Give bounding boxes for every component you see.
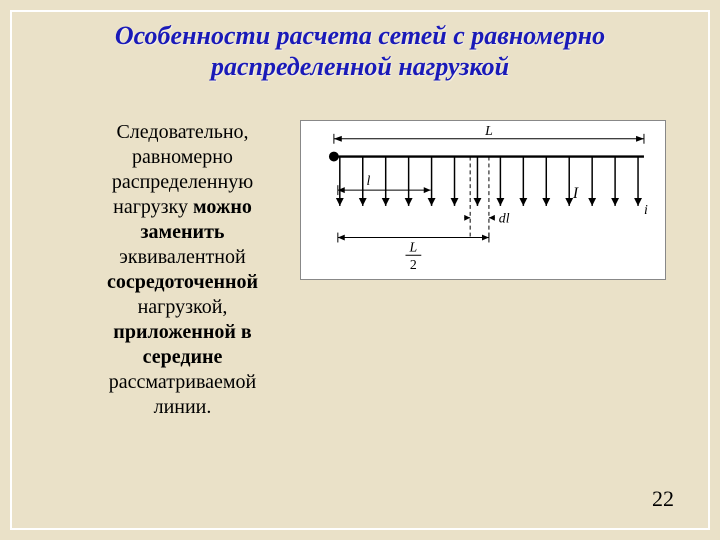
svg-text:L: L xyxy=(409,239,418,254)
diagram-svg: Ll L 2 dl Ii xyxy=(301,121,665,279)
text-bold: приложенной в середине xyxy=(113,321,251,368)
load-diagram: Ll L 2 dl Ii xyxy=(300,120,666,280)
text-run: нагрузкой, xyxy=(138,296,228,318)
slide: Особенности расчета сетей с равномерно р… xyxy=(0,0,720,540)
body-paragraph: Следовательно, равномерно распределенную… xyxy=(85,120,280,420)
svg-text:dl: dl xyxy=(499,211,510,226)
svg-text:L: L xyxy=(484,123,493,138)
svg-text:i: i xyxy=(644,202,648,217)
text-bold: сосредоточенной xyxy=(107,271,258,293)
svg-text:2: 2 xyxy=(410,257,417,272)
svg-text:l: l xyxy=(366,173,370,188)
text-run: рассматриваемой линии. xyxy=(109,371,257,418)
page-number: 22 xyxy=(652,486,674,512)
slide-title: Особенности расчета сетей с равномерно р… xyxy=(60,20,660,82)
svg-text:I: I xyxy=(572,185,579,202)
text-run: эквивалентной xyxy=(119,246,245,268)
